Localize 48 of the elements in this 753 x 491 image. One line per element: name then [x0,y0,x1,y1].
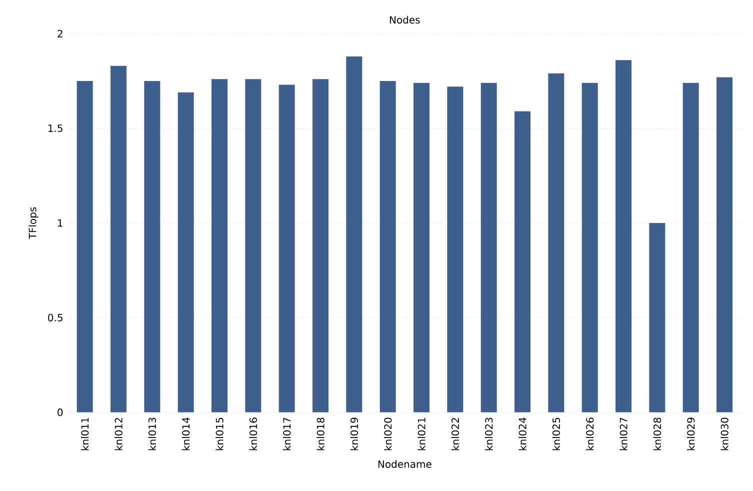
x-tick-label: knl025 [552,418,560,450]
bar [178,92,194,412]
x-tick-label: knl020 [384,418,392,450]
x-tick-label: knl021 [418,418,426,450]
bar [514,111,531,412]
x-tick-label: knl015 [216,418,224,450]
x-tick-label: knl014 [182,418,190,450]
bar [548,73,564,412]
bar [616,60,632,412]
x-tick-label: knl028 [653,418,662,450]
x-tick-label: knl012 [114,418,122,450]
y-tick-label: 1.5 [48,124,62,132]
x-tick-label: knl026 [586,418,594,450]
y-tick-label: 1 [58,219,62,227]
x-tick-label: knl023 [484,418,493,450]
x-tick-label: knl013 [148,418,156,450]
bar [649,222,666,412]
y-tick-label: 2 [58,30,62,38]
bar [480,82,497,412]
bar [212,79,228,412]
bar [110,66,127,412]
x-axis-title: Nodename [378,460,432,468]
bar [278,84,295,412]
bar [245,79,262,412]
y-tick-label: 0 [58,408,63,416]
bar [582,82,598,412]
x-tick-label: knl029 [686,418,695,450]
x-tick-label: knl022 [451,418,460,450]
bar [346,56,362,412]
x-tick-label: knl018 [316,418,324,450]
x-tick-label: knl011 [80,418,89,450]
bar [380,80,396,412]
y-tick-label: 0.5 [48,314,62,322]
chart-title: Nodes [390,16,420,24]
x-tick-label: knl019 [350,418,358,450]
bar [312,79,329,412]
x-tick-label: knl017 [282,418,291,450]
x-tick-label: knl027 [620,418,628,450]
bar [144,80,160,412]
bar [716,77,732,412]
bar [447,86,464,412]
bar [682,82,699,412]
x-tick-label: knl024 [518,418,526,450]
y-axis-title: TFlops [28,207,38,240]
bar [414,82,430,412]
bar [76,80,93,412]
x-tick-label: knl016 [249,418,258,450]
x-tick-label: knl030 [720,418,728,450]
